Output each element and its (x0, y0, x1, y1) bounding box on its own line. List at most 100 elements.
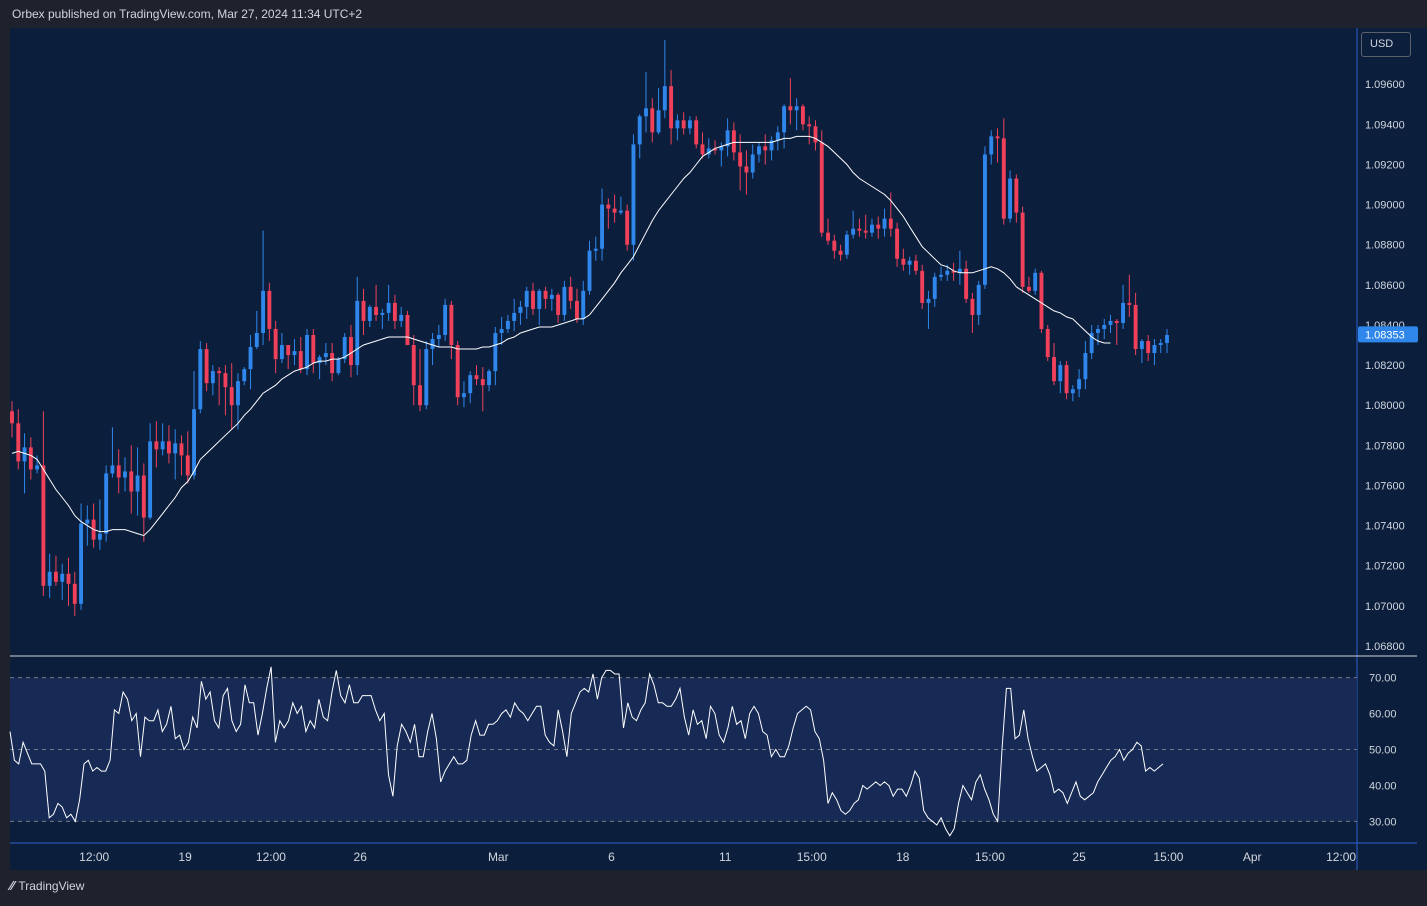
candle-body (625, 210, 630, 245)
time-tick-label: 12:00 (1326, 850, 1356, 864)
candle-body (951, 270, 956, 273)
time-tick-label: 15:00 (975, 850, 1005, 864)
candle-body (66, 573, 71, 584)
candle-body (229, 387, 234, 406)
candle-body (1083, 353, 1088, 380)
candle-body (28, 447, 33, 470)
candle-body (154, 441, 159, 450)
candles-group (10, 40, 1169, 616)
candle-body (443, 304, 448, 335)
header-bar: Orbex published on TradingView.com, Mar … (0, 0, 1427, 28)
candle-body (844, 234, 849, 255)
candle-body (851, 228, 856, 235)
candle-body (1014, 178, 1019, 213)
candle-body (430, 339, 435, 350)
price-tick-label: 1.07600 (1365, 480, 1405, 492)
candle-body (1127, 302, 1132, 305)
candle-body (1108, 320, 1113, 325)
candle-body (104, 473, 109, 534)
candle-body (248, 347, 253, 370)
currency-button[interactable]: USD (1361, 32, 1411, 57)
time-tick-label: 11 (719, 850, 732, 864)
candle-body (305, 335, 309, 370)
price-tick-label: 1.08200 (1365, 360, 1405, 372)
candle-body (888, 218, 893, 229)
candle-body (719, 146, 724, 151)
candle-body (738, 152, 743, 167)
candle-body (600, 204, 605, 249)
candle-body (47, 571, 52, 586)
candle-body (185, 455, 190, 476)
candle-body (694, 120, 699, 145)
candle-body (656, 110, 661, 133)
candle-body (957, 268, 962, 273)
candle-body (16, 423, 21, 462)
time-tick-label: 15:00 (1153, 850, 1183, 864)
candle-body (512, 312, 517, 321)
time-tick-label: 6 (608, 850, 615, 864)
candle-body (750, 154, 755, 173)
candle-body (895, 228, 900, 259)
candle-body (1158, 343, 1163, 346)
candle-body (298, 351, 303, 370)
candle-body (1114, 320, 1119, 323)
candle-body (775, 132, 780, 141)
candle-body (1058, 365, 1063, 382)
candle-body (110, 465, 115, 474)
footer-bar: ⁄⁄ TradingView (0, 870, 1427, 906)
candle-body (267, 290, 272, 329)
candle-body (286, 345, 291, 356)
candle-body (135, 475, 140, 492)
candle-body (882, 218, 887, 229)
candle-body (474, 375, 479, 380)
candle-body (932, 276, 937, 299)
candle-body (399, 314, 404, 321)
candle-body (832, 240, 837, 251)
time-tick-label: 12:00 (79, 850, 109, 864)
candle-body (166, 441, 171, 454)
tradingview-logo[interactable]: ⁄⁄ TradingView (10, 878, 84, 893)
candle-body (210, 371, 215, 384)
candle-body (857, 228, 862, 231)
time-tick-label: 19 (178, 850, 192, 864)
candle-body (989, 136, 994, 155)
tradingview-logo-icon: ⁄⁄ (10, 878, 15, 893)
time-scale-background (10, 843, 1427, 870)
price-tick-label: 1.07800 (1365, 440, 1405, 452)
candle-body (618, 210, 623, 213)
last-price-label: 1.08353 (1365, 329, 1405, 341)
candle-body (876, 224, 881, 229)
candle-body (462, 393, 466, 398)
candle-body (22, 447, 27, 462)
candle-body (53, 571, 58, 582)
price-tick-label: 1.09600 (1365, 79, 1405, 91)
candle-body (1052, 357, 1056, 382)
candle-body (970, 298, 975, 315)
candle-body (1026, 286, 1031, 291)
candle-body (769, 140, 774, 151)
candle-body (807, 124, 812, 127)
candle-body (549, 294, 554, 299)
candle-body (405, 314, 410, 346)
candle-body (380, 312, 385, 315)
candle-body (1064, 365, 1069, 394)
candle-body (587, 250, 592, 291)
candle-body (995, 136, 1000, 139)
candle-body (926, 298, 931, 303)
candle-body (392, 302, 397, 321)
candle-body (85, 519, 90, 524)
candle-body (254, 332, 259, 348)
candle-body (141, 475, 146, 518)
candle-body (449, 304, 454, 346)
candle-body (97, 533, 102, 540)
candle-body (700, 144, 705, 155)
time-tick-label: 26 (354, 850, 368, 864)
price-tick-label: 1.07200 (1365, 561, 1405, 573)
candle-body (1001, 138, 1006, 219)
tradingview-brand-label: TradingView (18, 878, 85, 893)
candle-body (1077, 379, 1082, 390)
rsi-tick-label: 40.00 (1369, 780, 1397, 792)
candle-body (493, 332, 498, 372)
candle-body (116, 465, 121, 478)
